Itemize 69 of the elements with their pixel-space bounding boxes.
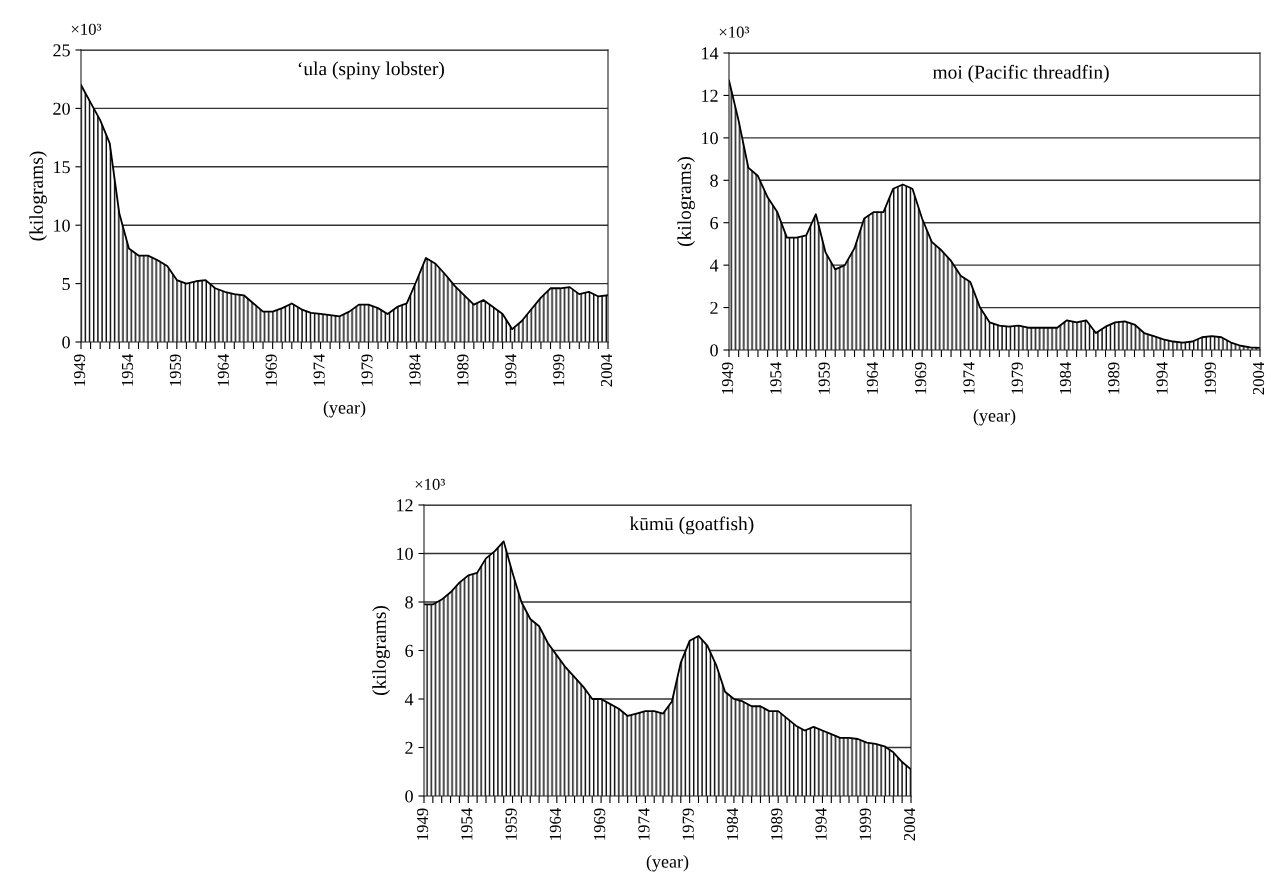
x-axis-title: (year) bbox=[973, 409, 1016, 426]
y-tick-label: 8 bbox=[405, 596, 413, 609]
x-tick-label: 2004 bbox=[600, 354, 613, 387]
y-tick-label: 15 bbox=[54, 161, 70, 174]
y-tick-label: 0 bbox=[62, 336, 70, 349]
x-tick-label: 1989 bbox=[1108, 362, 1120, 394]
x-tick-label: 2004 bbox=[903, 808, 916, 841]
x-tick-label: 2004 bbox=[1252, 362, 1265, 395]
x-tick-label: 1979 bbox=[682, 808, 694, 840]
x-tick-label: 1989 bbox=[457, 354, 469, 386]
y-tick-label: 14 bbox=[702, 47, 719, 60]
y-tick-label: 12 bbox=[397, 499, 413, 512]
text: ‘ula (spiny lobster) bbox=[298, 61, 444, 80]
y-axis-title: (kilograms) bbox=[677, 156, 695, 247]
text: ×10³ bbox=[71, 23, 102, 35]
x-tick-label: 1994 bbox=[505, 354, 517, 386]
x-tick-label: 1949 bbox=[73, 354, 86, 386]
text: moi (Pacific threadfin) bbox=[932, 64, 1109, 83]
y-axis-title: (kilograms) bbox=[29, 151, 47, 241]
y-axis-title: (kilograms) bbox=[372, 605, 390, 696]
text: ×10³ bbox=[719, 26, 750, 38]
y-tick-label: 6 bbox=[405, 644, 414, 657]
x-tick-label: 1969 bbox=[594, 808, 606, 840]
x-axis-title: (year) bbox=[646, 855, 689, 872]
x-tick-label: 1984 bbox=[1059, 362, 1072, 394]
x-tick-label: 1954 bbox=[770, 362, 782, 394]
x-tick-label: 1964 bbox=[217, 354, 229, 386]
y-tick-label: 2 bbox=[405, 741, 413, 754]
y-tick-label: 4 bbox=[709, 259, 719, 272]
text: ×10³ bbox=[415, 478, 446, 490]
x-tick-label: 1979 bbox=[1011, 362, 1023, 394]
x-tick-label: 1974 bbox=[638, 808, 650, 840]
y-tick-label: 2 bbox=[710, 301, 718, 314]
x-tick-label: 1979 bbox=[361, 354, 373, 386]
x-tick-label: 1954 bbox=[121, 354, 134, 386]
y-tick-label: 8 bbox=[710, 174, 718, 187]
x-tick-label: 1969 bbox=[265, 354, 277, 386]
x-tick-label: 1959 bbox=[505, 808, 517, 840]
x-tick-label: 1994 bbox=[815, 808, 827, 840]
x-tick-label: 1949 bbox=[721, 362, 734, 394]
x-tick-label: 1954 bbox=[461, 808, 473, 840]
x-tick-label: 1989 bbox=[771, 808, 783, 840]
y-tick-label: 5 bbox=[62, 278, 70, 291]
x-tick-label: 1999 bbox=[553, 354, 565, 386]
x-tick-label: 1984 bbox=[409, 354, 421, 386]
y-tick-label: 0 bbox=[405, 790, 413, 803]
text: kūmū (goatfish) bbox=[629, 516, 754, 535]
x-tick-label: 1959 bbox=[818, 362, 830, 394]
x-tick-label: 1964 bbox=[549, 808, 561, 840]
y-tick-label: 0 bbox=[710, 344, 718, 357]
y-tick-label: 12 bbox=[702, 89, 718, 102]
x-tick-label: 1949 bbox=[416, 808, 429, 840]
x-tick-label: 1959 bbox=[169, 354, 181, 386]
x-tick-label: 1969 bbox=[915, 362, 927, 394]
x-tick-label: 1999 bbox=[1204, 362, 1216, 394]
x-tick-label: 1999 bbox=[859, 808, 871, 840]
y-tick-label: 10 bbox=[54, 219, 70, 232]
y-tick-label: 20 bbox=[53, 102, 70, 115]
x-tick-label: 1974 bbox=[963, 362, 975, 394]
y-tick-label: 4 bbox=[404, 693, 414, 706]
x-tick-label: 1984 bbox=[726, 808, 739, 840]
y-tick-label: 25 bbox=[53, 44, 70, 57]
x-tick-label: 1994 bbox=[1156, 362, 1168, 394]
x-tick-label: 1974 bbox=[313, 354, 325, 386]
x-axis-title: (year) bbox=[323, 401, 366, 418]
y-tick-label: 6 bbox=[710, 217, 719, 230]
y-tick-label: 10 bbox=[397, 547, 413, 560]
y-tick-label: 10 bbox=[702, 132, 718, 145]
x-tick-label: 1964 bbox=[866, 362, 878, 394]
